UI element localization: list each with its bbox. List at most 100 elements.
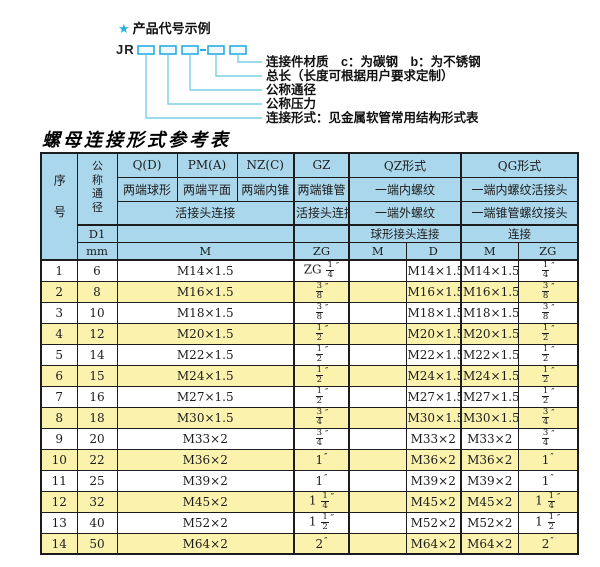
code-box-1 xyxy=(137,45,155,55)
qz-m-cell xyxy=(348,280,407,303)
seq-cell: 7 xyxy=(40,385,78,408)
qg-m-cell: M18×1.5 xyxy=(460,301,519,324)
gz-zg-cell: 1″ xyxy=(293,469,350,492)
gz-zg-cell: 3 4 ″ xyxy=(293,427,350,450)
header-empty-gz xyxy=(293,224,350,243)
diagram-heading: ★ 产品代号示例 xyxy=(118,21,211,37)
connector-line-length xyxy=(215,55,262,77)
qg-zg-cell: 1 2 ″ xyxy=(517,322,579,345)
table-title: 螺母连接形式参考表 xyxy=(42,130,231,151)
qz-m-cell xyxy=(348,385,407,408)
label-length: 总长（长度可根据用户要求定制） xyxy=(266,68,454,83)
header-dn: 公称通径 xyxy=(76,152,118,226)
gz-zg-cell: 3 8 ″ xyxy=(293,301,350,324)
header-union-gz: 活接头连接 xyxy=(293,200,350,226)
seq-cell: 13 xyxy=(40,511,78,534)
qg-m-cell: M24×1.5 xyxy=(460,364,519,387)
qg-m-cell: M27×1.5 xyxy=(460,385,519,408)
m-thread-cell: M22×1.5 xyxy=(116,343,295,366)
dn-cell: 16 xyxy=(76,385,118,408)
dn-cell: 15 xyxy=(76,364,118,387)
header-nz-sub: 两端内锥 xyxy=(236,176,295,202)
header-gz-sub: 两端锥管 xyxy=(293,176,350,202)
m-thread-cell: M33×2 xyxy=(116,427,295,450)
header-seq: 序号 xyxy=(40,152,78,260)
qg-zg-cell: 3 8 ″ xyxy=(517,301,579,324)
qg-m-cell: M16×1.5 xyxy=(460,280,519,303)
gz-zg-cell: 3 4 ″ xyxy=(293,406,350,429)
header-pm-sub: 两端平面 xyxy=(176,176,238,202)
qz-m-cell xyxy=(348,406,407,429)
label-diameter: 公称通径 xyxy=(266,82,317,97)
qg-m-cell: M14×1.5 xyxy=(460,258,519,282)
m-thread-cell: M27×1.5 xyxy=(116,385,295,408)
qg-m-cell: M30×1.5 xyxy=(460,406,519,429)
qg-m-cell: M52×2 xyxy=(460,511,519,534)
qz-d-cell: M64×2 xyxy=(405,532,462,555)
qg-m-cell: M64×2 xyxy=(460,532,519,555)
m-thread-cell: M20×1.5 xyxy=(116,322,295,345)
header-qz-m: M xyxy=(348,242,407,260)
qz-d-cell: M27×1.5 xyxy=(405,385,462,408)
qz-m-cell xyxy=(348,532,407,555)
m-thread-cell: M52×2 xyxy=(116,511,295,534)
dn-cell: 10 xyxy=(76,301,118,324)
gz-zg-cell: 1″ xyxy=(293,448,350,471)
header-nz: NZ(C) xyxy=(236,152,295,178)
m-thread-cell: M45×2 xyxy=(116,490,295,513)
qg-m-cell: M22×1.5 xyxy=(460,343,519,366)
diagram-title: 产品代号示例 xyxy=(133,21,211,36)
code-prefix: JR xyxy=(116,42,135,57)
header-q-sub: 两端球形 xyxy=(116,176,178,202)
gz-zg-cell: 1 2 ″ xyxy=(293,364,350,387)
header-zg-gz: ZG xyxy=(293,242,350,260)
header-qz-r2: 一端内螺纹 xyxy=(348,176,462,202)
qg-zg-cell: 1 1 4 ″ xyxy=(517,490,579,513)
dn-cell: 40 xyxy=(76,511,118,534)
gz-zg-cell: 1 1 2 ″ xyxy=(293,511,350,534)
m-thread-cell: M18×1.5 xyxy=(116,301,295,324)
code-box-4 xyxy=(207,45,225,55)
header-qz-r3: 一端外螺纹 xyxy=(348,200,462,226)
qz-d-cell: M45×2 xyxy=(405,490,462,513)
connector-line-diameter xyxy=(189,55,262,91)
dn-cell: 32 xyxy=(76,490,118,513)
connector-line-pressure xyxy=(167,55,262,105)
header-q: Q(D) xyxy=(116,152,178,178)
table-row: 2 8 M16×1.5 3 8 ″ M16×1.5 M16×1.5 3 8 ″ xyxy=(40,280,579,303)
qz-d-cell: M22×1.5 xyxy=(405,343,462,366)
table-row: 11 25 M39×2 1″ M39×2 M39×2 1″ xyxy=(40,469,579,492)
qg-m-cell: M33×2 xyxy=(460,427,519,450)
qg-zg-cell: 1 2 ″ xyxy=(517,385,579,408)
qz-m-cell xyxy=(348,322,407,345)
qz-d-cell: M14×1.5 xyxy=(405,258,462,282)
dn-cell: 25 xyxy=(76,469,118,492)
dn-cell: 18 xyxy=(76,406,118,429)
header-qg-zg: ZG xyxy=(517,242,579,260)
header-qz: QZ形式 xyxy=(348,152,462,178)
dn-cell: 20 xyxy=(76,427,118,450)
gz-zg-cell: 3 8 ″ xyxy=(293,280,350,303)
seq-cell: 4 xyxy=(40,322,78,345)
dn-cell: 8 xyxy=(76,280,118,303)
qz-m-cell xyxy=(348,343,407,366)
qz-d-cell: M24×1.5 xyxy=(405,364,462,387)
gz-zg-cell: 1 2 ″ xyxy=(293,322,350,345)
dn-cell: 22 xyxy=(76,448,118,471)
qz-m-cell xyxy=(348,448,407,471)
table-body: 1 6 M14×1.5 ZG 1 4 ″ M14×1.5 M14×1.5 1 4 ″ 2 8 M16×1.… xyxy=(40,258,579,555)
qz-d-cell: M36×2 xyxy=(405,448,462,471)
seq-cell: 9 xyxy=(40,427,78,450)
table-row: 13 40 M52×2 1 1 2 ″ M52×2 M52×2 1 1 2 ″ xyxy=(40,511,579,534)
qz-m-cell xyxy=(348,490,407,513)
qg-m-cell: M39×2 xyxy=(460,469,519,492)
table-row: 14 50 M64×2 2″ M64×2 M64×2 2″ xyxy=(40,532,579,555)
header-gz: GZ xyxy=(293,152,350,178)
header-qg-r2: 一端内螺纹活接头 xyxy=(460,176,579,202)
table-row: 9 20 M33×2 3 4 ″ M33×2 M33×2 3 4 ″ xyxy=(40,427,579,450)
header-qz-r4: 球形接头连接 xyxy=(348,224,462,243)
qz-d-cell: M20×1.5 xyxy=(405,322,462,345)
header-mm: mm xyxy=(76,242,118,260)
qg-zg-cell: 1 1 2 ″ xyxy=(517,511,579,534)
seq-cell: 11 xyxy=(40,469,78,492)
